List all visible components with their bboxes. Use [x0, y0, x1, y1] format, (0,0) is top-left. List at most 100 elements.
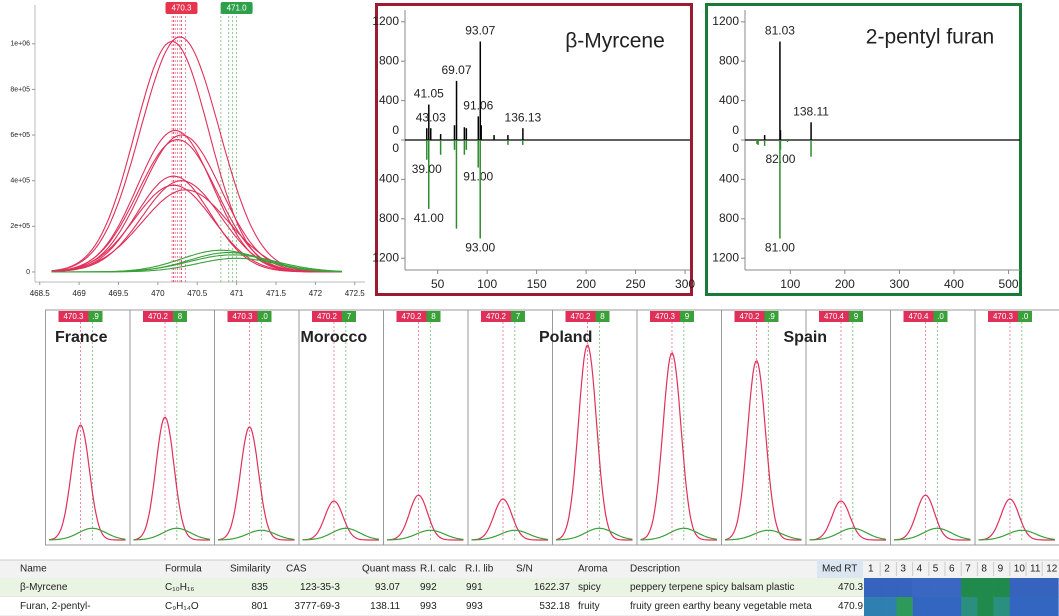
heatmap-cell — [961, 578, 978, 597]
peak-curve — [48, 424, 126, 541]
heatmap-cell — [896, 578, 913, 597]
x-tick-label: 469.5 — [108, 289, 129, 298]
heatmap-cell — [928, 597, 946, 616]
x-tick-label: 300 — [889, 277, 909, 291]
rt-label: 470.3 — [63, 312, 84, 321]
x-tick-label: 469 — [72, 289, 86, 298]
peak-curve — [556, 527, 633, 541]
y-tick-label: 8e+05 — [10, 86, 30, 93]
region-label: Morocco — [301, 329, 368, 346]
peak-label: 39.00 — [412, 162, 442, 176]
y-tick-label: 400 — [719, 172, 739, 186]
column-header: Med RT — [822, 564, 857, 575]
rt-label: 470.3 — [993, 312, 1014, 321]
heatmap-header: 12 — [1046, 564, 1058, 575]
table-cell: β-Myrcene — [20, 582, 68, 593]
x-tick-label: 400 — [944, 277, 964, 291]
x-tick-label: 150 — [527, 277, 547, 291]
region-label: France — [55, 329, 108, 346]
y-tick-label: 1200 — [372, 250, 399, 264]
peak-curve — [640, 352, 717, 541]
column-header: S/N — [516, 564, 533, 575]
table-cell: fruity green earthy beany vegetable meta — [630, 601, 812, 612]
heatmap-cell — [880, 578, 897, 597]
rt-label-box — [426, 311, 441, 322]
column-header: Description — [630, 564, 680, 575]
rt-label-box — [818, 311, 849, 322]
x-tick-label: 50 — [431, 277, 445, 291]
heatmap-header: 2 — [884, 564, 890, 575]
x-tick-label: 468.5 — [30, 289, 51, 298]
rt-label-box — [58, 311, 89, 322]
rt-label-box — [341, 311, 356, 322]
heatmap-cell — [961, 597, 978, 616]
y-tick-label: 1200 — [372, 14, 399, 28]
rt-label-box — [220, 2, 253, 14]
heatmap-cell — [1042, 597, 1059, 616]
peak-label: 91.06 — [463, 99, 493, 113]
heatmap-cell — [1026, 597, 1043, 616]
column-header: CAS — [286, 564, 307, 575]
heatmap-header: 5 — [933, 564, 939, 575]
x-tick-label: 472.5 — [345, 289, 366, 298]
rt-label-box — [311, 311, 342, 322]
x-tick-label: 500 — [999, 277, 1019, 291]
x-tick-label: 472 — [309, 289, 323, 298]
rt-label-box — [396, 311, 427, 322]
rt-label-box — [172, 311, 187, 322]
rt-label: 7 — [516, 312, 521, 321]
y-tick-label: 800 — [379, 53, 399, 67]
peak-curve — [809, 527, 887, 541]
peak-curve — [133, 416, 210, 541]
peak-curve — [471, 498, 548, 541]
peak-curve — [640, 527, 718, 541]
x-tick-label: 300 — [675, 277, 695, 291]
rt-label: 470.3 — [655, 312, 676, 321]
rt-label: 8 — [178, 312, 183, 321]
peak-curve — [809, 500, 886, 541]
peak-curve — [894, 527, 971, 541]
peak-curve — [49, 527, 126, 541]
heatmap-header: 6 — [949, 564, 955, 575]
heatmap-header: 9 — [998, 564, 1004, 575]
rt-label-box — [933, 311, 948, 322]
rt-label-box — [649, 311, 680, 322]
y-tick-label: 6e+05 — [10, 132, 30, 139]
peak-curve — [302, 500, 379, 541]
y-tick-label: 800 — [719, 211, 739, 225]
table-cell: 835 — [251, 582, 268, 593]
rt-label: .9 — [768, 312, 775, 321]
table-cell: 470.9 — [838, 601, 863, 612]
peak-curve — [724, 359, 802, 541]
region-label: Poland — [539, 329, 592, 346]
rt-label: 9 — [685, 312, 690, 321]
panel-border — [705, 3, 1022, 296]
table-cell: 93.07 — [375, 582, 400, 593]
y-tick-label: 800 — [719, 53, 739, 67]
peak-label: 43.03 — [416, 110, 446, 124]
rt-label-box — [480, 311, 511, 322]
heatmap-cell — [1009, 597, 1027, 616]
peak-curve — [978, 529, 1056, 541]
x-tick-label: 100 — [477, 277, 497, 291]
table-cell: C₁₀H₁₆ — [165, 582, 194, 593]
peak-label: 93.07 — [465, 24, 495, 38]
y-tick-label: 0 — [732, 123, 739, 137]
region-label: Spain — [784, 329, 828, 346]
table-cell: 138.11 — [370, 601, 400, 612]
rt-label: 471.0 — [227, 4, 248, 13]
y-tick-label: 1200 — [712, 14, 739, 28]
heatmap-header: 11 — [1030, 564, 1041, 575]
peak-curve — [978, 498, 1055, 541]
heatmap-cell — [896, 597, 913, 616]
y-tick-label: 4e+05 — [10, 178, 30, 185]
rt-label: 8 — [431, 312, 436, 321]
peak-curve — [893, 494, 971, 541]
peak-curve — [218, 529, 295, 541]
y-tick-label: 400 — [379, 172, 399, 186]
heatmap-cell — [1042, 578, 1059, 597]
y-tick-label: 0 — [26, 269, 30, 276]
rt-label: 470.2 — [317, 312, 338, 321]
